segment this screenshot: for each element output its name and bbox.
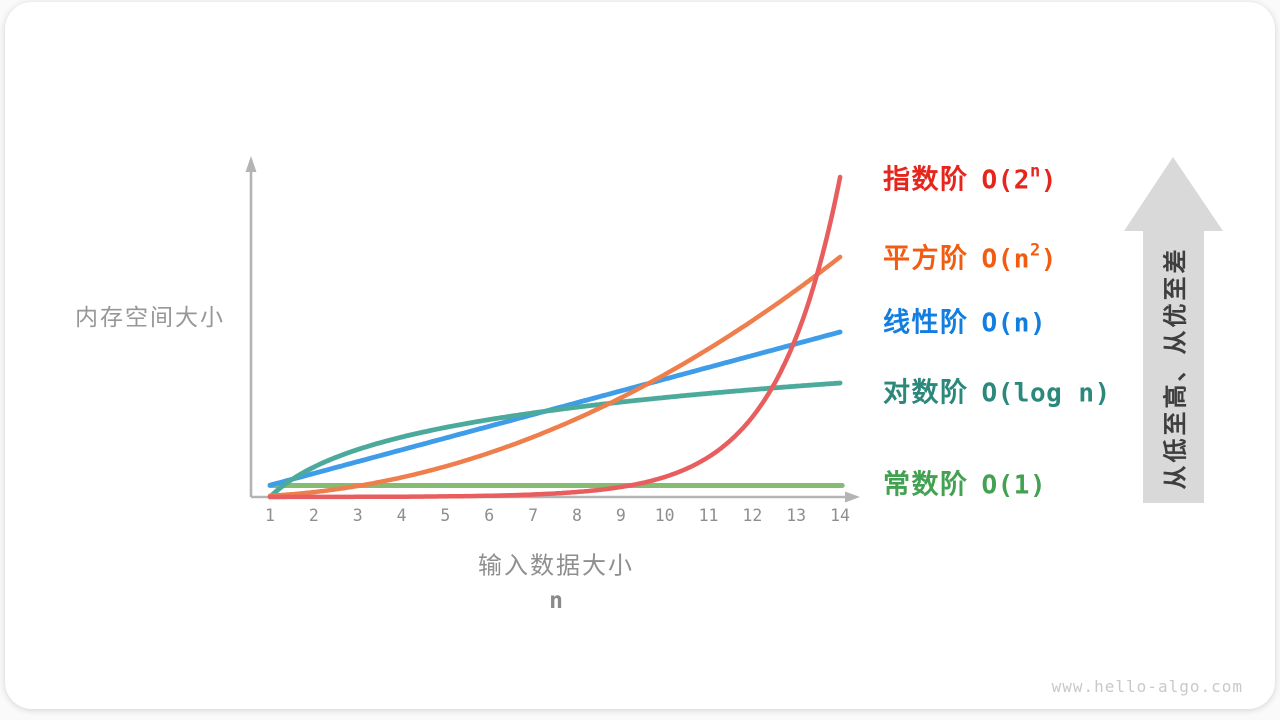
legend-label-zh: 线性阶	[883, 307, 969, 338]
y-axis-arrowhead-icon	[245, 156, 257, 172]
legend-big-o: O(n)	[981, 308, 1047, 339]
x-tick-label-12: 12	[742, 506, 763, 525]
y-axis-label: 内存空间大小	[75, 304, 225, 330]
curve-quadratic	[267, 254, 843, 499]
legend-item-linear: 线性阶 O(n)	[883, 301, 1046, 340]
x-tick-label-5: 5	[440, 506, 451, 525]
curve-exponential	[267, 174, 843, 500]
x-tick-label-3: 3	[352, 506, 363, 525]
curve-logarithmic	[267, 380, 843, 500]
x-axis-variable-label: n	[549, 588, 563, 614]
x-tick-label-13: 13	[786, 506, 807, 525]
legend-item-logarithmic: 对数阶 O(log n)	[883, 371, 1111, 410]
legend-big-o: O(1)	[981, 470, 1047, 501]
rank-arrow-shape	[1124, 157, 1223, 503]
legend-label-zh: 指数阶	[883, 164, 969, 195]
x-tick-label-2: 2	[308, 506, 319, 525]
content-card	[5, 2, 1275, 709]
legend-label-zh: 常数阶	[883, 469, 969, 500]
legend-item-constant: 常数阶 O(1)	[883, 463, 1046, 502]
rank-arrow-label: 从低至高、从优至差	[1162, 246, 1190, 490]
x-tick-label-10: 10	[654, 506, 675, 525]
x-tick-label-6: 6	[484, 506, 495, 525]
x-tick-label-7: 7	[528, 506, 539, 525]
legend-item-quadratic: 平方阶 O(n2)	[883, 237, 1057, 276]
legend-item-exponential: 指数阶 O(2n)	[883, 158, 1057, 197]
x-tick-label-14: 14	[830, 506, 850, 525]
legend-label-zh: 平方阶	[883, 243, 969, 274]
legend-big-o: O(2n)	[981, 161, 1057, 196]
x-tick-label-11: 11	[698, 506, 719, 525]
x-axis-label: 输入数据大小	[478, 552, 634, 580]
legend-big-o: O(n2)	[981, 240, 1057, 275]
x-tick-label-4: 4	[396, 506, 407, 525]
legend-big-o: O(log n)	[981, 378, 1111, 409]
x-tick-label-8: 8	[571, 506, 582, 525]
curves-group	[267, 174, 845, 500]
watermark: www.hello-algo.com	[1051, 677, 1243, 696]
x-tick-label-9: 9	[615, 506, 626, 525]
x-axis-arrowhead-icon	[845, 491, 860, 503]
x-tick-label-1: 1	[265, 506, 275, 525]
legend-label-zh: 对数阶	[883, 377, 969, 408]
